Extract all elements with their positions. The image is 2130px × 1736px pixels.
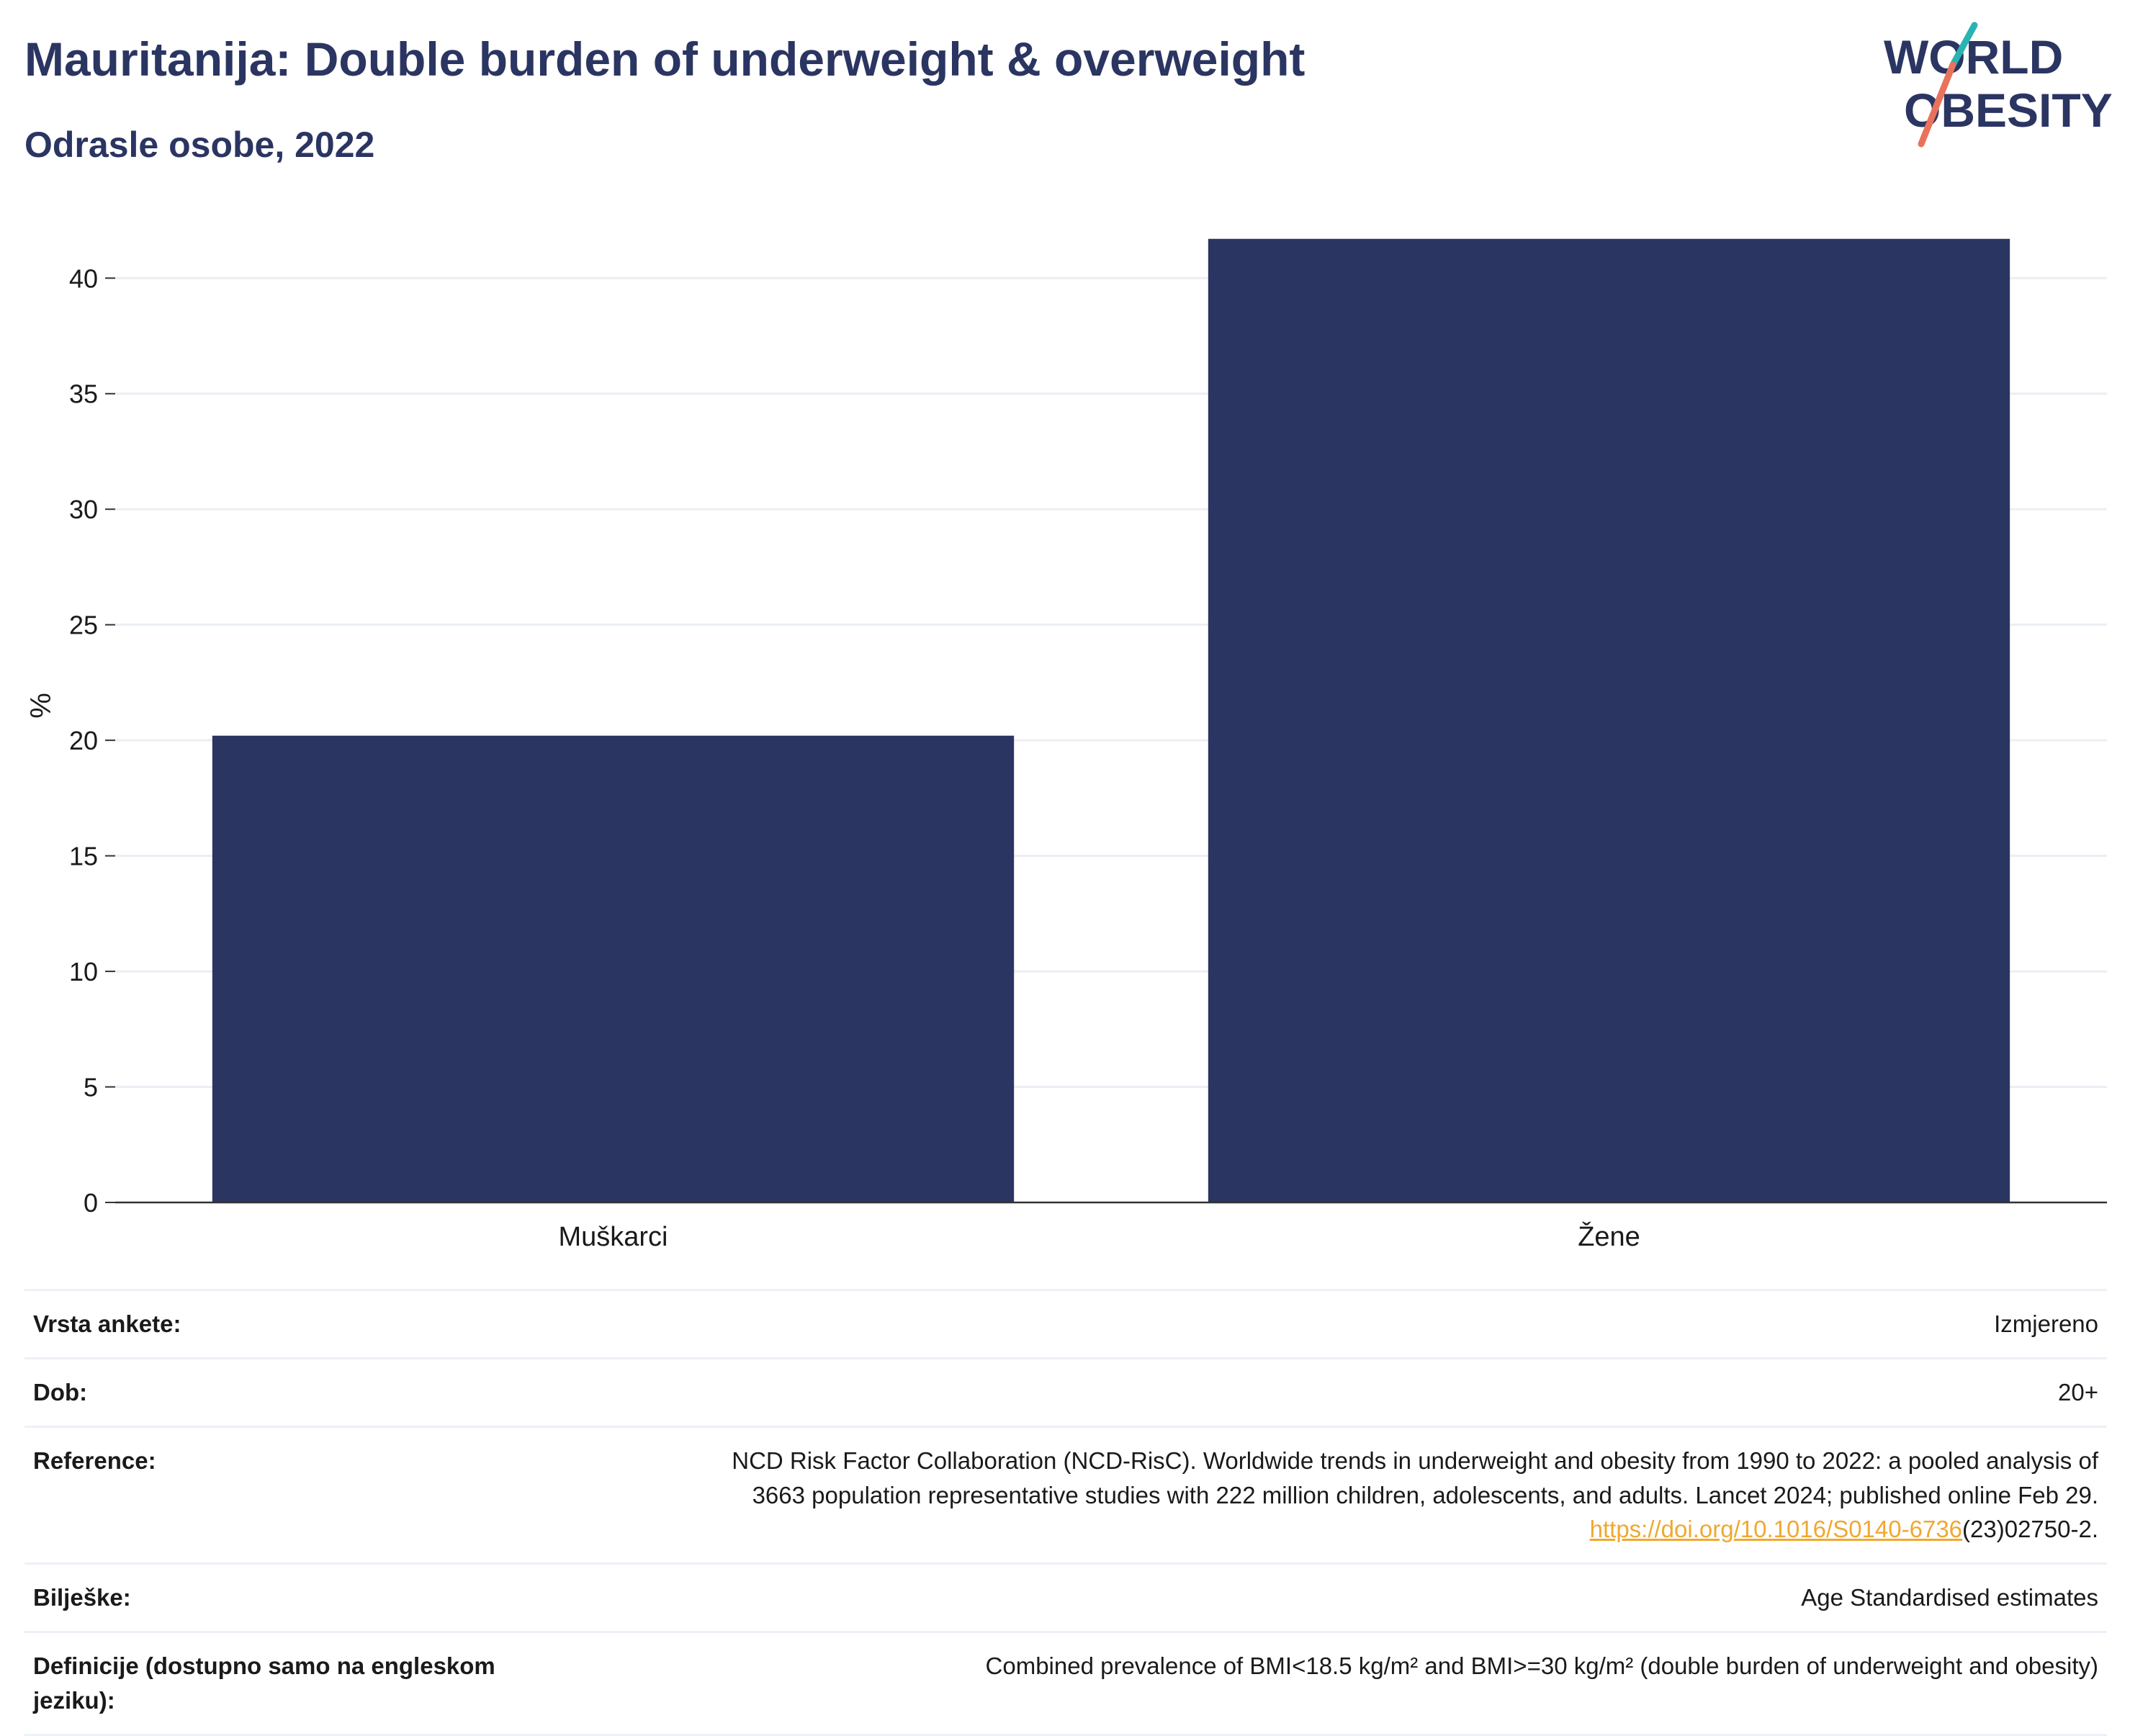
table-row: Reference: NCD Risk Factor Collaboration… <box>24 1425 2107 1564</box>
row-key: Definicije (dostupno samo na engleskom j… <box>24 1631 575 1736</box>
table-row: Vrsta ankete: Izmjereno <box>24 1289 2107 1359</box>
y-tick-label: 40 <box>69 264 98 293</box>
row-key: Bilješke: <box>24 1562 575 1632</box>
world-obesity-logo: WORLD OBESITY <box>1884 22 2113 148</box>
row-key: Dob: <box>24 1357 575 1427</box>
y-tick-label: 30 <box>69 495 98 524</box>
y-tick-label: 35 <box>69 379 98 409</box>
chart-subtitle: Odrasle osobe, 2022 <box>24 125 375 165</box>
row-value: Age Standardised estimates <box>575 1562 2107 1632</box>
table-row: Dob: 20+ <box>24 1357 2107 1427</box>
y-tick-label: 0 <box>84 1188 98 1218</box>
row-key: Reference: <box>24 1425 575 1564</box>
row-key: Vrsta ankete: <box>24 1289 575 1359</box>
logo-word-world: WORLD <box>1884 30 2063 84</box>
metadata-table: Vrsta ankete: Izmjereno Dob: 20+ Referen… <box>24 1289 2107 1736</box>
reference-doi-tail: (23)02750-2. <box>1962 1516 2098 1543</box>
x-tick-label: Žene <box>1578 1221 1640 1252</box>
row-value: Combined prevalence of BMI<18.5 kg/m² an… <box>575 1631 2107 1736</box>
y-tick-label: 20 <box>69 726 98 755</box>
bar-zene <box>1208 238 2010 1202</box>
row-value: 20+ <box>575 1357 2107 1427</box>
y-tick-label: 10 <box>69 957 98 986</box>
y-tick-label: 5 <box>84 1073 98 1102</box>
table-row: Bilješke: Age Standardised estimates <box>24 1562 2107 1632</box>
reference-text-line2: 3663 population representative studies w… <box>752 1481 2098 1508</box>
logo-slash-coral <box>1918 61 1956 148</box>
row-value: Izmjereno <box>575 1289 2107 1359</box>
chart-title: Mauritanija: Double burden of underweigh… <box>24 32 1306 86</box>
bar-muskarci <box>212 735 1015 1202</box>
reference-text-line1: NCD Risk Factor Collaboration (NCD-RisC)… <box>732 1447 2098 1474</box>
x-tick-label: Muškarci <box>558 1222 668 1252</box>
reference-value: NCD Risk Factor Collaboration (NCD-RisC)… <box>575 1425 2107 1564</box>
y-axis-label: % <box>25 693 57 719</box>
logo-slash-teal <box>1949 22 1978 68</box>
y-tick-label: 15 <box>69 842 98 871</box>
bar-chart: 0 5 10 15 20 25 30 35 40% Muškarci Žene <box>25 238 2107 1252</box>
table-row: Definicije (dostupno samo na engleskom j… <box>24 1631 2107 1736</box>
reference-doi-link[interactable]: https://doi.org/10.1016/S0140-6736 <box>1589 1516 1963 1543</box>
y-tick-label: 25 <box>69 611 98 640</box>
